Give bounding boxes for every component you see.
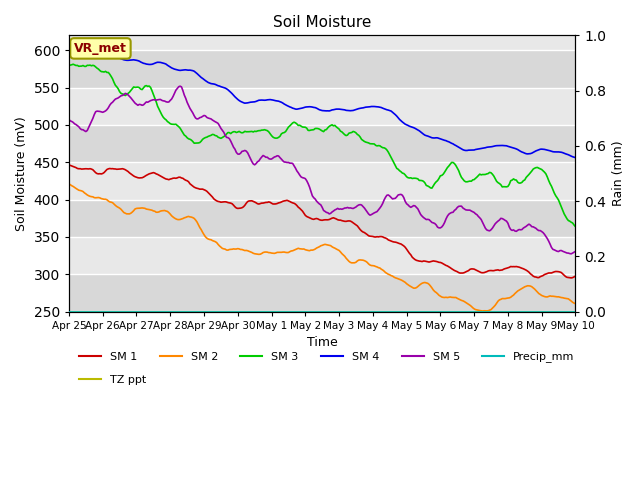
SM 3: [572, 224, 579, 229]
SM 1: [572, 273, 579, 279]
SM 4: [511, 145, 519, 151]
SM 3: [355, 132, 363, 138]
SM 2: [381, 270, 389, 276]
SM 5: [79, 127, 87, 132]
SM 1: [159, 175, 167, 180]
SM 5: [176, 84, 184, 89]
SM 2: [511, 291, 519, 297]
TZ ppt: [353, 309, 361, 314]
SM 4: [79, 50, 87, 56]
Precip_mm: [381, 309, 389, 314]
SM 5: [372, 209, 380, 215]
Bar: [69, 275, 575, 312]
SM 3: [69, 61, 77, 67]
SM 3: [383, 147, 391, 153]
TZ ppt: [159, 309, 167, 314]
Bar: [69, 36, 575, 50]
Precip_mm: [353, 309, 361, 314]
Line: SM 5: SM 5: [69, 86, 575, 254]
SM 5: [65, 117, 73, 122]
Text: VR_met: VR_met: [74, 42, 127, 55]
TZ ppt: [509, 309, 517, 314]
SM 4: [83, 49, 91, 55]
SM 1: [381, 235, 389, 241]
SM 2: [371, 263, 378, 269]
SM 5: [355, 202, 363, 208]
SM 5: [567, 251, 575, 257]
SM 1: [353, 223, 361, 229]
Line: SM 3: SM 3: [69, 64, 575, 227]
SM 3: [161, 116, 168, 121]
Bar: [69, 88, 575, 125]
SM 2: [572, 301, 579, 307]
SM 5: [511, 228, 519, 234]
SM 5: [572, 249, 579, 254]
SM 2: [353, 258, 361, 264]
SM 3: [65, 63, 73, 69]
TZ ppt: [79, 309, 87, 314]
Precip_mm: [371, 309, 378, 314]
Line: SM 2: SM 2: [69, 184, 575, 311]
Title: Soil Moisture: Soil Moisture: [273, 15, 371, 30]
Precip_mm: [509, 309, 517, 314]
SM 3: [511, 177, 519, 183]
SM 4: [372, 104, 380, 109]
X-axis label: Time: Time: [307, 336, 337, 349]
SM 3: [372, 143, 380, 148]
Precip_mm: [65, 309, 73, 314]
SM 1: [509, 264, 517, 269]
SM 2: [65, 181, 73, 187]
SM 4: [65, 51, 73, 57]
Bar: [69, 125, 575, 162]
Bar: [69, 50, 575, 88]
SM 2: [79, 189, 87, 194]
Y-axis label: Soil Moisture (mV): Soil Moisture (mV): [15, 116, 28, 231]
SM 2: [479, 308, 486, 314]
Precip_mm: [159, 309, 167, 314]
SM 1: [65, 162, 73, 168]
Bar: [69, 200, 575, 237]
Legend: TZ ppt: TZ ppt: [74, 370, 151, 389]
SM 5: [159, 98, 167, 104]
TZ ppt: [572, 309, 579, 314]
SM 4: [383, 107, 391, 113]
SM 3: [81, 63, 88, 69]
Precip_mm: [79, 309, 87, 314]
TZ ppt: [371, 309, 378, 314]
Y-axis label: Rain (mm): Rain (mm): [612, 141, 625, 206]
SM 5: [383, 192, 391, 198]
SM 4: [572, 155, 579, 160]
Precip_mm: [572, 309, 579, 314]
SM 1: [371, 234, 378, 240]
Bar: [69, 237, 575, 275]
SM 1: [79, 166, 87, 172]
TZ ppt: [65, 309, 73, 314]
Line: SM 1: SM 1: [69, 165, 575, 278]
SM 4: [161, 60, 168, 66]
SM 2: [159, 208, 167, 214]
Bar: [69, 162, 575, 200]
SM 4: [355, 106, 363, 111]
Line: SM 4: SM 4: [69, 52, 575, 157]
TZ ppt: [381, 309, 389, 314]
SM 1: [567, 275, 575, 281]
